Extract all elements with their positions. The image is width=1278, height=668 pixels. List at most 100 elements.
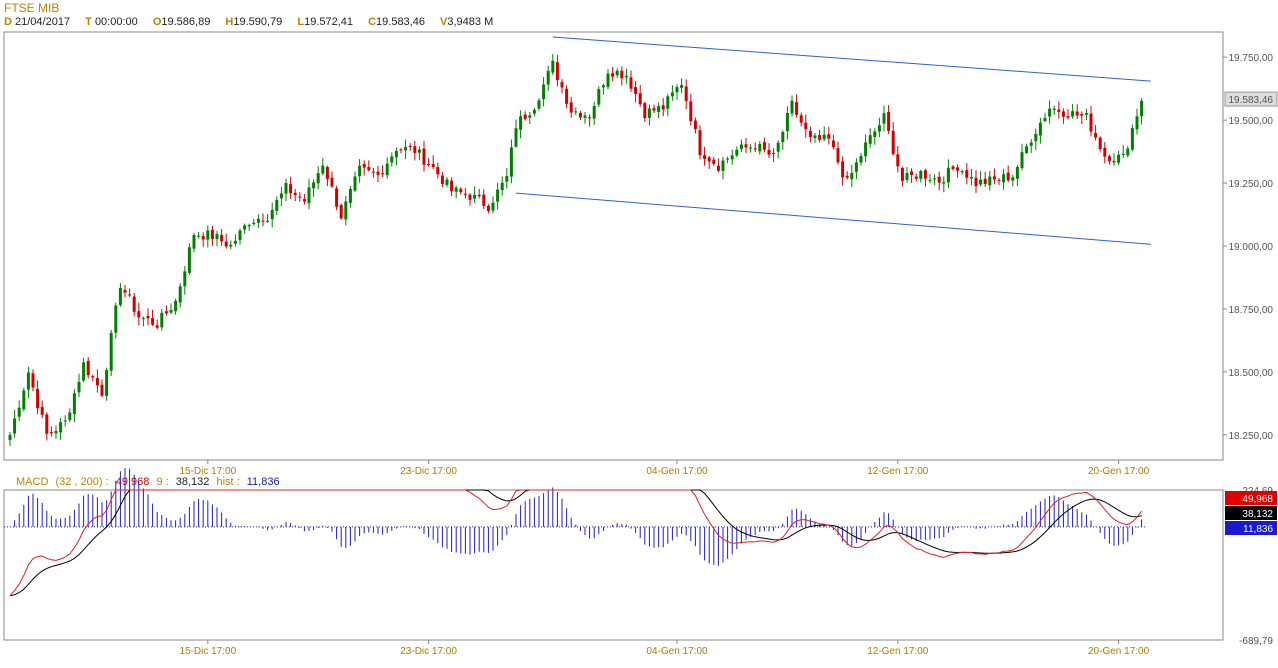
hist-value-box-label: 11,836 [1243, 524, 1273, 535]
candle-body [601, 85, 605, 88]
candle-body [560, 81, 564, 88]
candle-body [896, 154, 900, 167]
candle-body [321, 165, 325, 174]
candle-body [293, 192, 297, 196]
ohlc-volume: V3,9483 M [440, 16, 494, 28]
candle-body [960, 171, 964, 173]
candle-body [1052, 108, 1056, 110]
candle-body [716, 165, 720, 171]
macd-x-tick-label: 04-Gen 17:00 [646, 646, 708, 657]
candle-body [344, 201, 348, 220]
hist-label: hist : [216, 476, 240, 488]
macd-y-bottom: -689,79 [1239, 636, 1273, 647]
candle-body [951, 166, 955, 170]
candle-body [799, 115, 803, 123]
candle-body [431, 164, 435, 167]
candle-body [68, 412, 72, 421]
candle-body [413, 146, 417, 153]
candle-body [77, 381, 81, 393]
candle-body [40, 407, 44, 415]
candle-body [1103, 147, 1107, 157]
candle-body [137, 311, 141, 318]
candle-body [123, 289, 127, 293]
price-x-tick-label: 15-Dic 17:00 [179, 466, 236, 477]
candle-body [813, 135, 817, 138]
candle-body [358, 165, 362, 177]
candle-body [298, 196, 302, 198]
candle-body [592, 106, 596, 119]
candle-body [606, 73, 610, 87]
candle-body [399, 149, 403, 151]
candle-body [873, 131, 877, 137]
candle-body [905, 173, 909, 180]
candle-body [712, 159, 716, 164]
candle-body [942, 182, 946, 184]
price-y-tick-label: 19.750,00 [1229, 53, 1274, 64]
price-y-tick-label: 19.250,00 [1229, 179, 1274, 190]
macd-header: MACD (32 , 200) : 49,968 9 : 38,132 hist… [16, 476, 284, 488]
candle-body [450, 180, 454, 192]
candle-body [132, 296, 136, 312]
candle-body [509, 147, 513, 177]
candle-body [436, 167, 440, 175]
candle-body [693, 120, 697, 130]
candle-body [486, 205, 490, 212]
candle-body [1071, 111, 1075, 117]
candle-body [1130, 128, 1134, 150]
candle-body [919, 170, 923, 179]
candle-body [307, 187, 311, 204]
macd-value-box-label: 49,968 [1242, 494, 1273, 505]
candle-body [822, 134, 826, 140]
candle-body [224, 241, 228, 247]
price-x-tick-label: 04-Gen 17:00 [646, 466, 708, 477]
candle-body [629, 77, 633, 89]
candle-body [335, 188, 339, 207]
candle-body [371, 171, 375, 173]
candle-body [197, 235, 201, 237]
candle-body [505, 176, 509, 182]
candle-body [463, 193, 467, 195]
candle-body [91, 376, 95, 378]
candle-body [910, 171, 914, 175]
candle-body [109, 332, 113, 371]
price-y-tick-label: 19.000,00 [1229, 242, 1274, 253]
candle-body [551, 60, 555, 73]
candle-body [82, 362, 86, 381]
candle-body [818, 134, 822, 140]
candle-body [726, 158, 730, 160]
candle-body [473, 194, 477, 199]
signal-value: 38,132 [175, 476, 210, 488]
candle-body [183, 271, 187, 287]
candle-body [256, 218, 260, 223]
candle-body [422, 148, 426, 165]
candle-body [933, 178, 937, 180]
candle-body [238, 230, 242, 240]
candle-body [114, 305, 118, 333]
signal-label: 9 : [156, 476, 169, 488]
candle-body [302, 199, 306, 202]
candle-body [928, 180, 932, 182]
channel-upper-line [552, 36, 1151, 82]
candle-body [270, 209, 274, 220]
candle-body [390, 156, 394, 163]
candle-body [192, 235, 196, 249]
candle-body [1029, 142, 1033, 146]
candle-body [979, 179, 983, 185]
candle-body [1025, 146, 1029, 153]
candle-body [339, 204, 343, 219]
candle-body [261, 220, 265, 222]
candle-body [394, 151, 398, 158]
candle-body [1002, 174, 1006, 183]
candle-body [841, 161, 845, 178]
candle-body [362, 163, 366, 168]
candle-body [772, 152, 776, 154]
price-y-tick-label: 19.500,00 [1229, 116, 1274, 127]
candle-body [233, 240, 237, 244]
candle-body [1084, 113, 1088, 115]
candle-body [459, 188, 463, 193]
candle-body [1034, 134, 1038, 142]
candle-body [178, 286, 182, 303]
candle-body [500, 182, 504, 191]
candle-body [730, 155, 734, 160]
candle-body [707, 157, 711, 162]
